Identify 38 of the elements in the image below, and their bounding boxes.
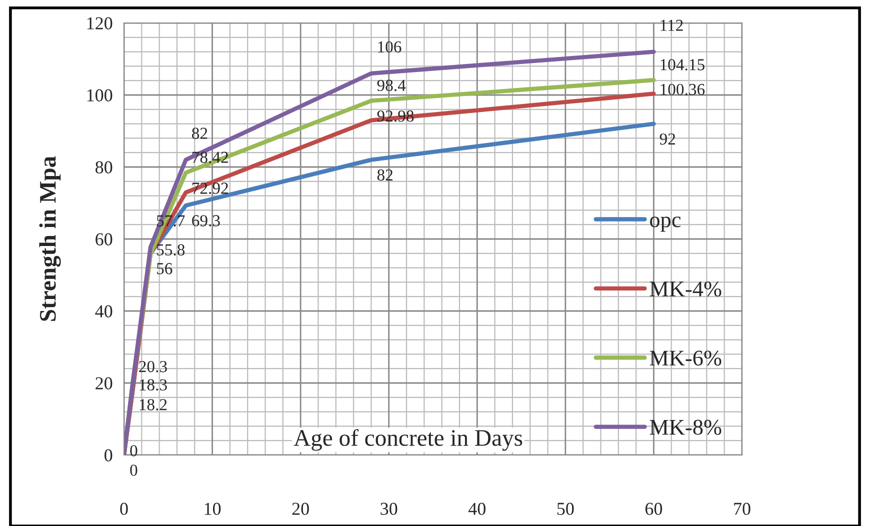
x-axis-title: Age of concrete in Days <box>294 429 522 451</box>
data-label: 57.7 <box>157 215 185 227</box>
y-tick-label: 0 <box>104 449 112 462</box>
data-label: 56 <box>157 263 172 274</box>
data-label: 82 <box>192 128 208 139</box>
x-tick-label: 50 <box>557 502 574 515</box>
y-tick-label: 120 <box>87 17 112 30</box>
data-label: 92 <box>660 133 676 145</box>
data-label: 106 <box>378 41 402 53</box>
y-axis-title: Strength in Mpa <box>39 156 61 321</box>
x-tick-label: 10 <box>204 502 221 515</box>
x-tick-label: 20 <box>292 502 309 515</box>
x-tick-label: 40 <box>468 502 486 515</box>
legend-label: opc <box>650 216 681 232</box>
x-tick-label: 70 <box>734 502 750 515</box>
data-label: 20.3 <box>139 360 167 372</box>
data-label: 69.3 <box>192 215 220 226</box>
y-tick-label: 60 <box>96 233 112 246</box>
data-label: 112 <box>660 20 683 31</box>
data-label: 18.2 <box>140 399 167 410</box>
data-label: 100.36 <box>660 84 705 96</box>
data-label: 18.3 <box>140 379 167 391</box>
x-tick-label: 30 <box>380 502 398 515</box>
y-tick-label: 20 <box>96 377 112 390</box>
x-tick-label: 0 <box>120 502 128 515</box>
x-tick-label: 60 <box>645 502 662 515</box>
data-label: 98.4 <box>377 80 406 92</box>
data-label: 0 <box>130 445 138 456</box>
data-label: 104.15 <box>660 59 704 70</box>
y-tick-label: 100 <box>87 89 112 102</box>
y-tick-label: 80 <box>96 161 112 174</box>
legend-label: MK-6% <box>650 350 722 366</box>
data-label: 82 <box>377 169 393 181</box>
legend-label: MK-8% <box>650 420 722 435</box>
data-label: 55.8 <box>157 244 185 256</box>
data-label: 0 <box>130 464 138 476</box>
legend-label: MK-4% <box>650 281 722 297</box>
y-tick-label: 40 <box>95 305 112 318</box>
